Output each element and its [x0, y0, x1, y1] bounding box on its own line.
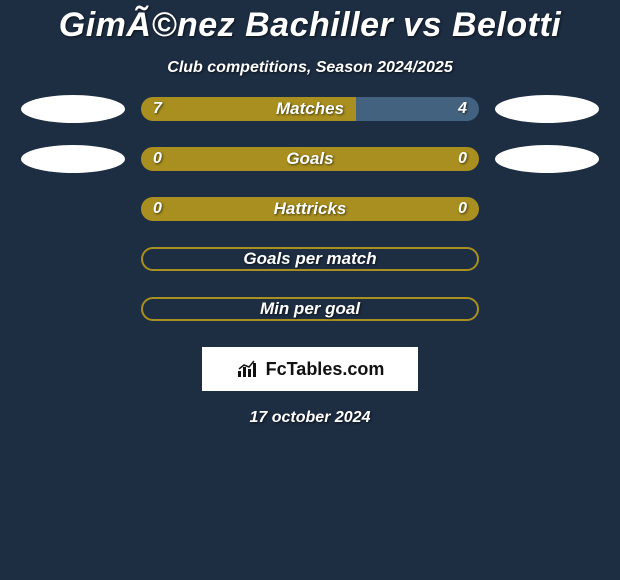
- page-title: GimÃ©nez Bachiller vs Belotti: [59, 6, 561, 45]
- date-label: 17 october 2024: [250, 409, 371, 427]
- stat-row: 7 Matches 4: [0, 95, 620, 123]
- player-left-marker: [21, 145, 125, 173]
- stat-row-empty: Goals per match: [0, 245, 620, 273]
- player-right-marker: [495, 95, 599, 123]
- stat-bar-empty: Min per goal: [141, 297, 479, 321]
- stat-label: Goals: [286, 149, 333, 169]
- stat-label: Min per goal: [260, 299, 360, 319]
- stat-bar: 0 Goals 0: [141, 147, 479, 171]
- stat-bar: 0 Hattricks 0: [141, 197, 479, 221]
- stat-value-left: 7: [153, 100, 162, 118]
- stat-value-right: 4: [458, 100, 467, 118]
- player-right-marker: [495, 145, 599, 173]
- watermark: FcTables.com: [202, 347, 418, 391]
- stat-label: Goals per match: [243, 249, 376, 269]
- stat-row: 0 Goals 0: [0, 145, 620, 173]
- subtitle: Club competitions, Season 2024/2025: [167, 59, 452, 77]
- stat-label: Hattricks: [274, 199, 347, 219]
- stats-rows: 7 Matches 4 0 Goals 0 0 Hattricks 0 Goals per mat…: [0, 95, 620, 323]
- player-left-marker: [21, 95, 125, 123]
- stat-row-empty: Min per goal: [0, 295, 620, 323]
- stat-value-left: 0: [153, 200, 162, 218]
- stat-label: Matches: [276, 99, 344, 119]
- stat-value-right: 0: [458, 200, 467, 218]
- stat-bar-empty: Goals per match: [141, 247, 479, 271]
- watermark-text: FcTables.com: [266, 359, 385, 380]
- stat-value-right: 0: [458, 150, 467, 168]
- chart-icon: [236, 359, 260, 379]
- stat-value-left: 0: [153, 150, 162, 168]
- stat-bar: 7 Matches 4: [141, 97, 479, 121]
- stat-row: 0 Hattricks 0: [0, 195, 620, 223]
